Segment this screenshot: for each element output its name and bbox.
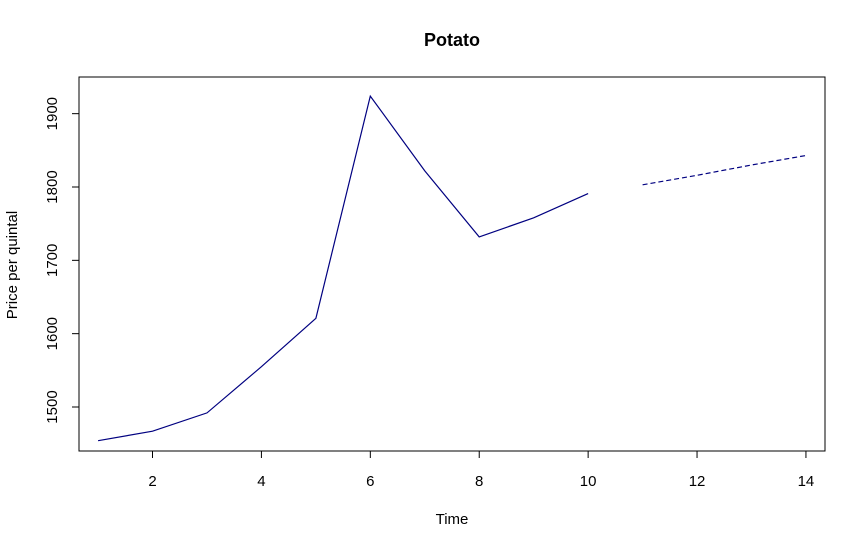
y-axis-label: Price per quintal bbox=[4, 211, 21, 319]
y-tick-label: 1700 bbox=[44, 244, 61, 277]
x-tick-label: 6 bbox=[366, 473, 374, 490]
y-tick-label: 1900 bbox=[44, 97, 61, 130]
forecast-line bbox=[642, 154, 807, 186]
y-axis: 1500 1600 1700 1800 1900 bbox=[44, 97, 80, 424]
x-axis: 2 4 6 8 10 12 14 bbox=[148, 450, 815, 490]
series-layer bbox=[97, 94, 807, 442]
x-tick-label: 4 bbox=[257, 473, 265, 490]
chart-title: Potato bbox=[424, 30, 480, 50]
x-tick-label: 10 bbox=[580, 473, 597, 490]
x-axis-label: Time bbox=[436, 511, 469, 528]
plot-frame bbox=[78, 76, 826, 452]
y-tick-label: 1800 bbox=[44, 170, 61, 203]
observed-line bbox=[97, 94, 589, 442]
y-tick-label: 1600 bbox=[44, 317, 61, 350]
x-tick-label: 8 bbox=[475, 473, 483, 490]
x-tick-label: 12 bbox=[689, 473, 706, 490]
x-tick-label: 2 bbox=[148, 473, 156, 490]
x-tick-label: 14 bbox=[798, 473, 815, 490]
y-tick-label: 1500 bbox=[44, 390, 61, 423]
